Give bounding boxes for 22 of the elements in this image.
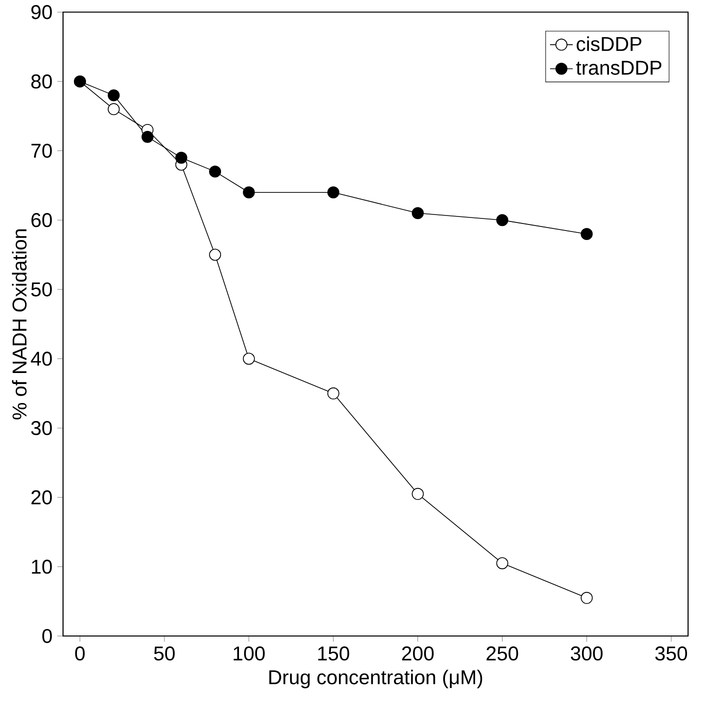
x-tick-label: 200	[402, 646, 434, 661]
x-tick-label: 300	[570, 646, 603, 661]
y-tick-label: 10	[32, 560, 52, 574]
y-tick-label: 20	[31, 490, 52, 504]
x-tick-label: 50	[154, 646, 175, 661]
y-tick-label: 90	[31, 5, 52, 20]
y-tick-label: 80	[31, 74, 52, 89]
y-tick-label: 30	[31, 421, 52, 436]
y-tick-label: 40	[30, 352, 52, 366]
legend-label: transDDP	[576, 60, 662, 75]
x-tick-label: 350	[655, 646, 688, 661]
x-tick-label: 100	[234, 646, 265, 661]
x-tick-label: 150	[318, 646, 350, 661]
legend-label: cisDDP	[576, 36, 642, 52]
y-tick-label: 70	[31, 144, 52, 158]
y-tick-label: 50	[31, 282, 52, 297]
y-axis-title: % of NADH Oxidation	[12, 229, 27, 420]
x-axis-title: Drug concentration (μM)	[269, 670, 482, 688]
x-tick-label: 0	[75, 646, 85, 661]
y-tick-label: 0	[42, 628, 52, 644]
x-tick-label: 250	[486, 646, 518, 661]
y-tick-label: 60	[31, 213, 52, 228]
